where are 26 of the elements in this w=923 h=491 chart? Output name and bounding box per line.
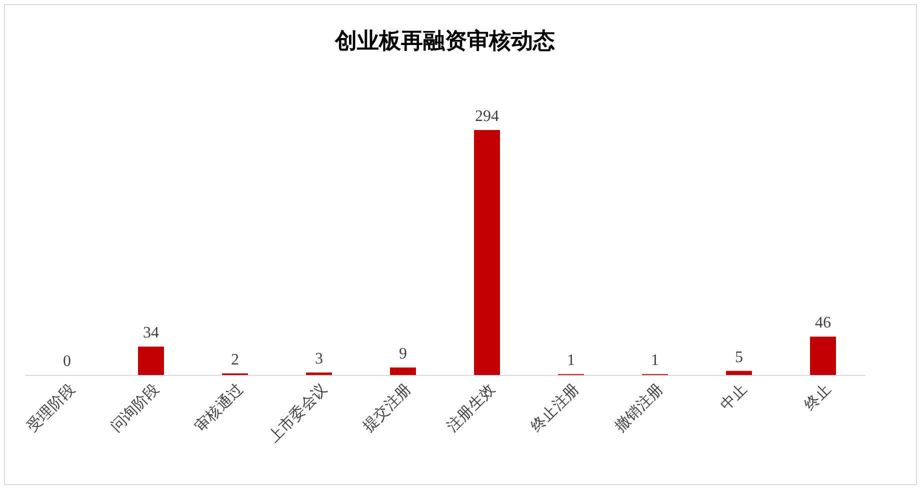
x-tick-label: 终止	[800, 380, 834, 414]
x-tick-label: 撤销注册	[611, 380, 666, 436]
x-tick-label: 审核通过	[191, 380, 246, 436]
bar	[810, 336, 836, 375]
x-tick-label: 中止	[716, 380, 750, 414]
bar	[138, 346, 164, 375]
data-label: 2	[231, 351, 239, 368]
data-label: 1	[651, 352, 659, 370]
data-label: 3	[315, 350, 323, 368]
bar	[390, 368, 416, 375]
x-tick-label: 问询阶段	[107, 380, 162, 436]
x-tick-label: 注册生效	[443, 380, 498, 436]
x-tick-label: 终止注册	[527, 380, 582, 436]
x-tick-label: 受理阶段	[23, 380, 78, 436]
x-tick-label: 上市委会议	[264, 380, 330, 446]
data-label: 0	[63, 353, 71, 370]
data-label: 9	[399, 346, 407, 362]
data-label: 34	[143, 324, 159, 342]
data-label: 1	[567, 352, 575, 370]
data-label: 294	[475, 108, 499, 125]
data-label: 5	[735, 348, 743, 366]
chart-title: 创业板再融资审核动态	[334, 28, 555, 54]
bar	[474, 130, 500, 375]
bar	[726, 370, 752, 375]
data-label: 46	[815, 314, 831, 332]
x-tick-label: 提交注册	[359, 380, 414, 436]
